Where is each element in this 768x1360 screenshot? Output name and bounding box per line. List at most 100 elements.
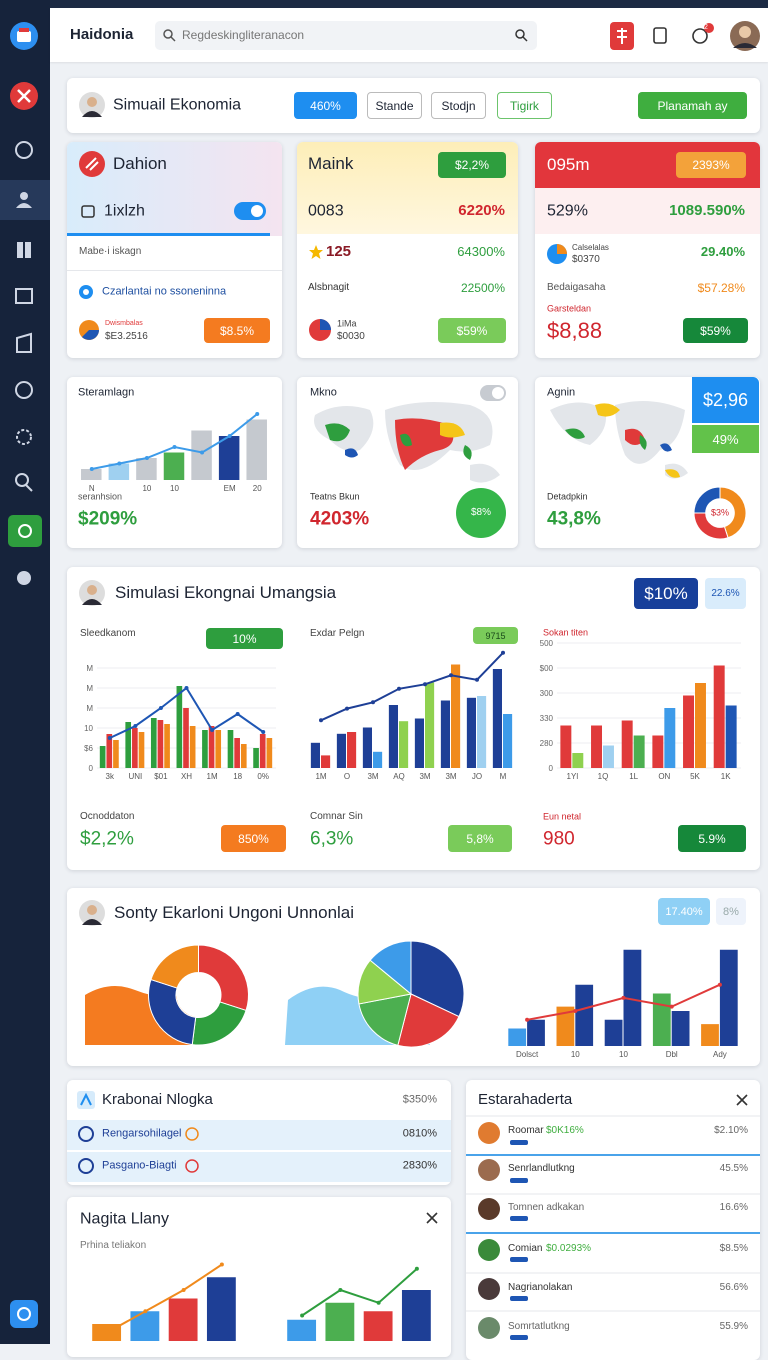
card-button[interactable]: $59% xyxy=(683,318,748,343)
x-tick-label: EM xyxy=(224,484,236,493)
bar xyxy=(99,746,106,768)
toggle[interactable] xyxy=(480,385,506,401)
chip[interactable]: 460% xyxy=(294,92,357,119)
chip[interactable]: Stande xyxy=(367,92,422,119)
toggle[interactable] xyxy=(234,202,266,220)
x-tick-label: Dolsct xyxy=(516,1050,539,1059)
bar xyxy=(108,463,130,480)
world-map xyxy=(550,401,688,479)
bar xyxy=(713,665,725,768)
value: $2,2% xyxy=(80,828,134,850)
close-button[interactable] xyxy=(735,1093,749,1107)
bar xyxy=(466,697,476,768)
card-title: Dahion xyxy=(113,153,167,173)
line-point xyxy=(573,1009,578,1013)
line-point xyxy=(621,995,626,1000)
x-tick-label: 10 xyxy=(142,484,151,493)
panel-button[interactable]: 5.9% xyxy=(678,825,746,852)
bar xyxy=(168,1298,198,1341)
chart-title: Sleedkanom xyxy=(80,628,136,639)
bar xyxy=(492,669,502,768)
row-value: 2830% xyxy=(402,1159,437,1172)
mini-chart: N 10 10 EM 20 xyxy=(81,412,267,493)
line-point xyxy=(397,686,401,691)
row-label: 125 xyxy=(326,243,352,260)
panel-button[interactable]: 850% xyxy=(221,825,286,852)
contact-value: $2.10% xyxy=(714,1125,748,1136)
bar xyxy=(604,1019,623,1046)
value-box: 49% xyxy=(692,425,759,453)
value-box: $2,96 xyxy=(692,377,759,423)
card-button[interactable]: $59% xyxy=(438,318,506,343)
line-point xyxy=(172,445,177,449)
bar xyxy=(191,430,212,480)
x-tick-label: O xyxy=(344,772,350,781)
bar xyxy=(388,705,398,768)
bar xyxy=(310,742,320,768)
panel-title: Simulasi Ekongnai Umangsia xyxy=(115,582,337,602)
y-tick-label: 10 xyxy=(84,724,93,733)
x-tick-label: 1Yl xyxy=(567,772,579,781)
pie-slice xyxy=(410,940,465,1018)
bar xyxy=(125,722,132,768)
link[interactable]: Czarlantai no ssoneninna xyxy=(102,285,227,298)
line-point xyxy=(319,718,323,723)
world-map xyxy=(314,401,500,483)
value: 43,8% xyxy=(547,508,601,530)
row-icons xyxy=(78,1126,199,1174)
bar xyxy=(695,683,706,768)
card-button[interactable]: $8.5% xyxy=(204,318,270,343)
line-point xyxy=(345,706,349,711)
trend-line xyxy=(301,1268,418,1317)
info-icon xyxy=(79,285,93,299)
line-point xyxy=(117,461,122,466)
donut-hole xyxy=(176,973,221,1017)
caption: Mabe·i iskagn xyxy=(79,246,142,257)
bar xyxy=(132,728,138,768)
circle-label: $8% xyxy=(470,507,492,518)
bar xyxy=(414,718,424,768)
bar xyxy=(266,738,273,768)
x-tick-label: 10 xyxy=(619,1050,628,1059)
panel-button[interactable]: 5,8% xyxy=(448,825,512,852)
chip[interactable]: Tigirk xyxy=(497,92,552,119)
pie-slice xyxy=(150,944,199,989)
line-point xyxy=(133,724,138,728)
caption: seranhsion xyxy=(78,491,123,502)
y-tick-label: $00 xyxy=(540,664,554,673)
caption: Garsteldan xyxy=(547,303,592,314)
lock-icon xyxy=(81,205,95,218)
line-point xyxy=(669,1004,674,1009)
bar xyxy=(664,708,676,768)
header-icons[interactable] xyxy=(605,18,765,54)
search-button[interactable] xyxy=(514,28,528,42)
search-box[interactable] xyxy=(155,21,537,50)
x-tick-label: 1M xyxy=(207,772,218,781)
star-icon xyxy=(309,245,323,259)
chip[interactable]: Stodjn xyxy=(431,92,486,119)
top-strip xyxy=(0,0,768,8)
row-value: 64300% xyxy=(457,244,505,260)
chart-title: Exdar Pelgn xyxy=(310,628,365,639)
row-label: 0083 xyxy=(308,202,344,220)
line-point xyxy=(210,728,215,732)
action-button[interactable]: Planamah ay xyxy=(638,92,747,119)
x-tick-label: 3M xyxy=(445,772,456,781)
item-value: $E3.2516 xyxy=(105,331,148,342)
x-tick-label: 18 xyxy=(233,772,242,781)
summary-card xyxy=(67,142,282,358)
panel-value: $350% xyxy=(402,1093,437,1106)
bar xyxy=(208,726,215,768)
x-tick-label: 10 xyxy=(571,1050,580,1059)
row-name: Pasgano-Biagti xyxy=(102,1159,177,1172)
bar-chart xyxy=(287,1266,431,1341)
close-button[interactable] xyxy=(425,1211,439,1225)
x-tick-label: $01 xyxy=(154,772,168,781)
line-point xyxy=(255,412,260,416)
bar xyxy=(363,1311,393,1341)
divider xyxy=(67,270,282,271)
contact-name: Somrtatlutkng xyxy=(508,1321,570,1332)
x-tick-label: 1Q xyxy=(598,772,609,781)
big-value: $8,88 xyxy=(547,317,603,343)
toggle-label: 1ixlzh xyxy=(104,202,145,220)
